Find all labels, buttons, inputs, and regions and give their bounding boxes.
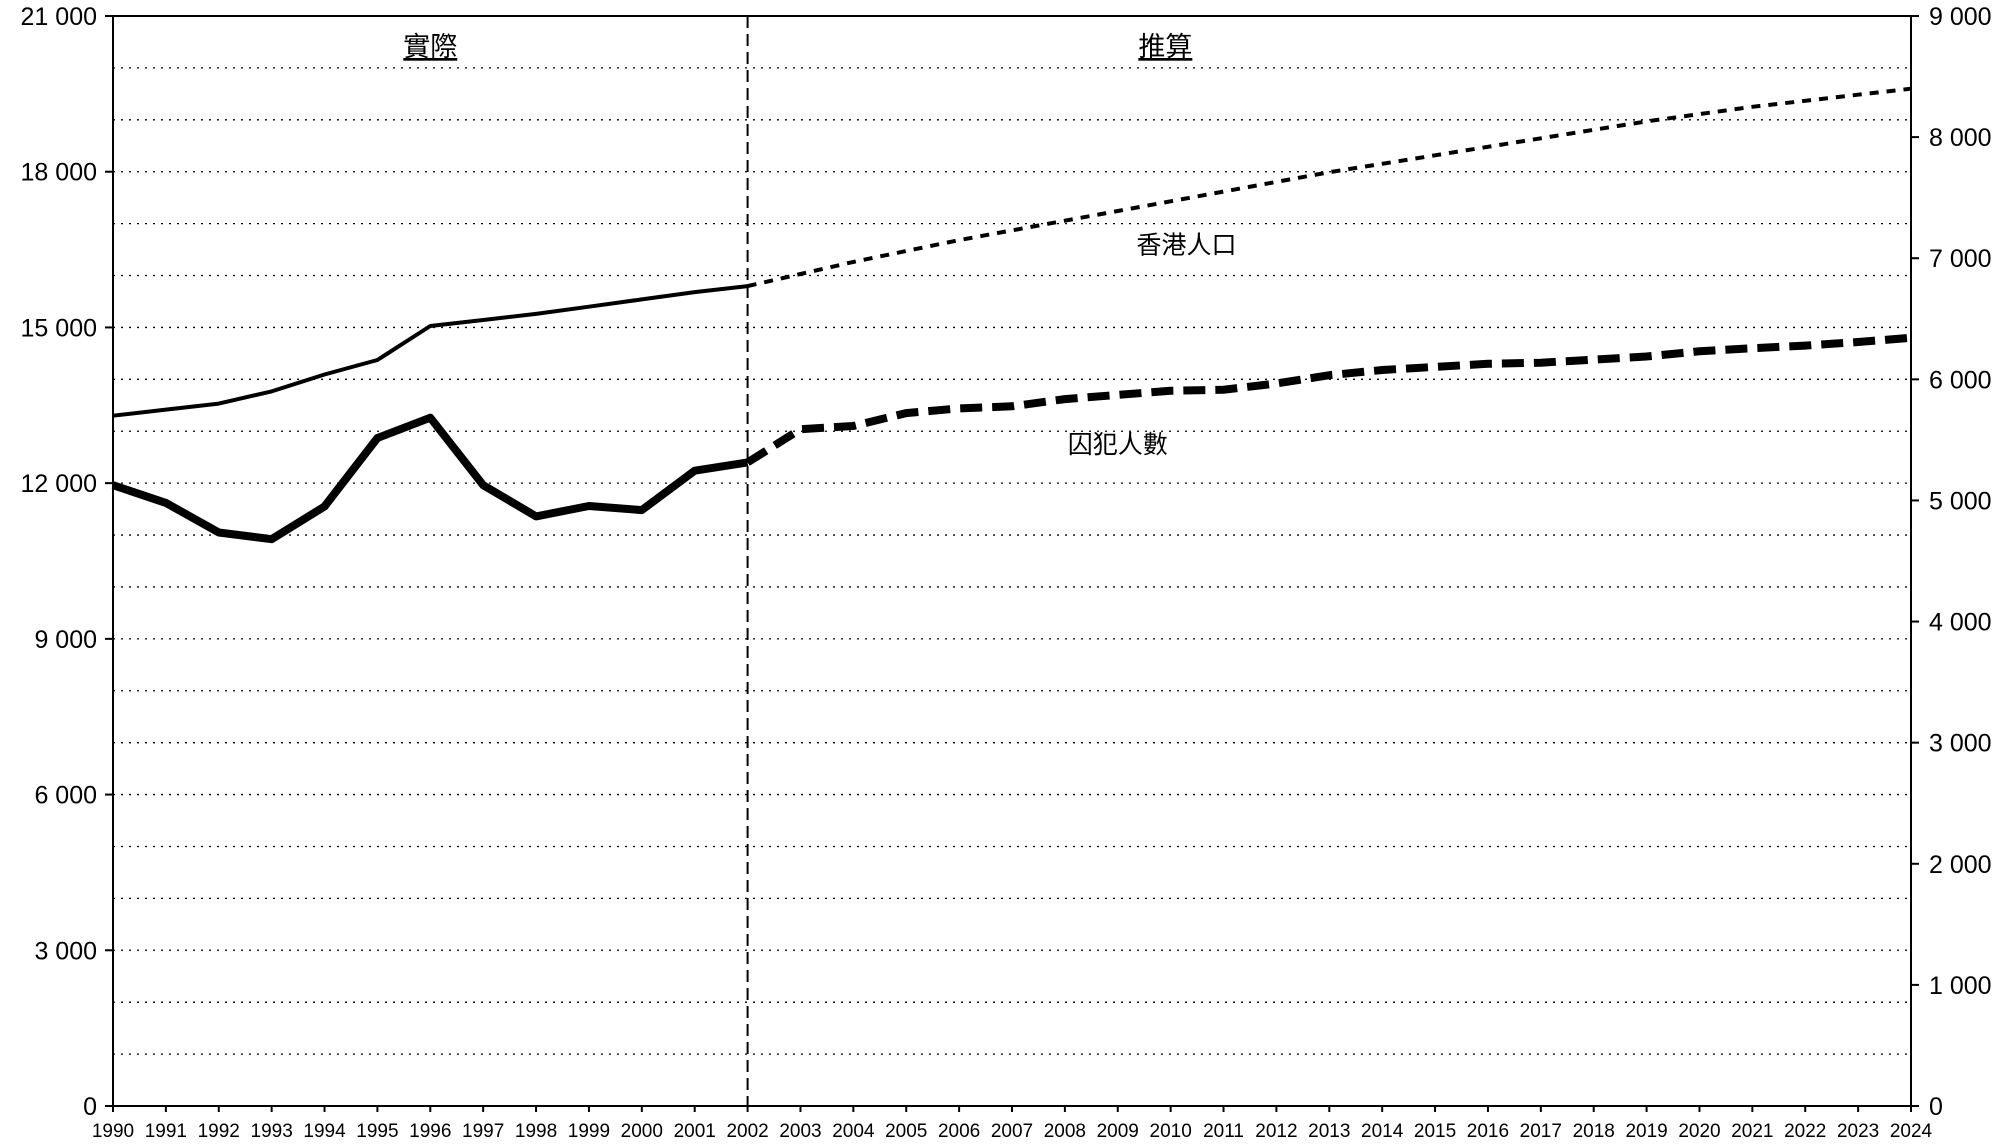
- x-tick-label: 2013: [1308, 1121, 1350, 1142]
- x-tick-label: 2008: [1044, 1121, 1086, 1142]
- x-tick-label: 2011: [1203, 1121, 1244, 1142]
- x-tick-label: 1995: [356, 1121, 398, 1142]
- x-tick-label: 2018: [1573, 1121, 1615, 1142]
- x-tick-label: 2010: [1150, 1121, 1192, 1142]
- x-tick-label: 2004: [832, 1121, 875, 1142]
- y-right-tick-label: 8 000: [1929, 124, 1992, 152]
- tick-labels: 0 3 000 6 000 9 000 12 000 15 000 18 000 21 000…: [21, 3, 1992, 1142]
- x-tick-label: 2001: [674, 1121, 716, 1142]
- x-tick-label: 1999: [568, 1121, 610, 1142]
- axes: [105, 15, 1919, 1112]
- y-right-tick-label: 0: [1929, 1093, 1943, 1121]
- y-right-tick-label: 1 000: [1929, 972, 1992, 1000]
- x-tick-label: 1998: [515, 1121, 557, 1142]
- y-left-tick-label: 0: [83, 1093, 97, 1121]
- y-left-tick-label: 21 000: [21, 3, 97, 31]
- series-line-actual: [111, 413, 749, 544]
- x-tick-label: 2024: [1890, 1121, 1933, 1142]
- x-tick-label: 2003: [779, 1121, 821, 1142]
- series-line-actual: [112, 284, 748, 418]
- plot-frame: [112, 15, 1912, 1107]
- y-right-tick-label: 3 000: [1929, 730, 1992, 758]
- x-tick-label: 1992: [198, 1121, 240, 1142]
- y-right-tick-label: 6 000: [1929, 366, 1992, 394]
- series-lines: [111, 86, 1912, 544]
- series-label: 囚犯人數: [1068, 431, 1168, 459]
- y-left-tick-label: 9 000: [34, 626, 97, 654]
- x-tick-label: 2005: [885, 1121, 927, 1142]
- series-label: 香港人口: [1137, 231, 1237, 259]
- y-left-tick-label: 12 000: [21, 470, 97, 498]
- series-line-projected: [747, 86, 1912, 289]
- x-tick-label: 2007: [991, 1121, 1033, 1142]
- x-tick-label: 1991: [145, 1121, 187, 1142]
- x-tick-label: 2006: [938, 1121, 980, 1142]
- y-left-tick-label: 15 000: [21, 314, 97, 342]
- x-tick-label: 2002: [726, 1121, 768, 1142]
- x-tick-label: 2014: [1361, 1121, 1404, 1142]
- x-tick-label: 2000: [621, 1121, 663, 1142]
- x-tick-label: 1994: [303, 1121, 346, 1142]
- x-tick-label: 2020: [1678, 1121, 1720, 1142]
- series-line-projected: [745, 333, 1912, 466]
- y-left-tick-label: 18 000: [21, 159, 97, 187]
- section-label: 推算: [1138, 32, 1192, 62]
- y-right-tick-label: 4 000: [1929, 609, 1992, 637]
- y-left-tick-label: 6 000: [34, 782, 97, 810]
- y-right-tick-label: 9 000: [1929, 3, 1992, 31]
- x-tick-label: 1990: [92, 1121, 134, 1142]
- x-tick-label: 1996: [409, 1121, 451, 1142]
- section-label: 實際: [403, 32, 457, 62]
- y-left-tick-label: 3 000: [34, 937, 97, 965]
- x-tick-label: 2021: [1731, 1121, 1773, 1142]
- y-right-tick-label: 5 000: [1929, 487, 1992, 515]
- x-tick-label: 2017: [1520, 1121, 1562, 1142]
- x-tick-label: 2012: [1255, 1121, 1297, 1142]
- y-right-tick-label: 2 000: [1929, 851, 1992, 879]
- x-tick-label: 2009: [1097, 1121, 1139, 1142]
- x-tick-label: 2023: [1837, 1121, 1879, 1142]
- gridlines: [113, 67, 1911, 1055]
- x-tick-label: 2015: [1414, 1121, 1456, 1142]
- x-tick-label: 2022: [1784, 1121, 1826, 1142]
- y-right-tick-label: 7 000: [1929, 245, 1992, 273]
- x-tick-label: 1997: [462, 1121, 504, 1142]
- x-tick-label: 1993: [251, 1121, 293, 1142]
- x-tick-label: 2016: [1467, 1121, 1509, 1142]
- x-tick-label: 2019: [1625, 1121, 1667, 1142]
